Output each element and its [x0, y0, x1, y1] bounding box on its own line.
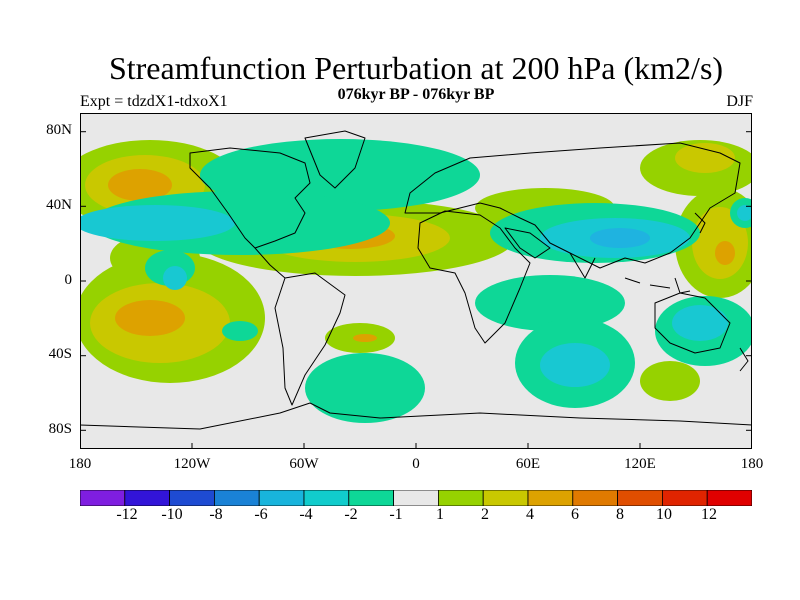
contour-strong-negative: [590, 228, 650, 248]
colorbar-swatch: [213, 490, 260, 506]
colorbar-swatch: [393, 490, 439, 506]
colorbar-swatch: [437, 490, 484, 506]
streamfunction-map: [80, 113, 752, 449]
experiment-label: Expt = tdzdX1-tdxoX1: [80, 93, 228, 110]
colorbar-label: -6: [254, 506, 268, 523]
lon-tick-label: 60E: [515, 456, 541, 472]
colorbar-label: -2: [344, 506, 358, 523]
lon-tick-label: 180: [68, 456, 92, 472]
axis-ticks: [80, 131, 752, 449]
colorbar-label: 1: [436, 506, 444, 523]
colorbar-label: 6: [571, 506, 579, 523]
colorbar-swatch: [169, 490, 215, 506]
lat-tick-label: 80S: [48, 421, 72, 437]
colorbar-swatch: [124, 490, 170, 506]
colorbar-swatch: [572, 490, 618, 506]
lon-tick-label: 180: [740, 456, 764, 472]
coastlines: [80, 130, 752, 430]
colorbar-swatch: [527, 490, 574, 506]
colorbar-label: -1: [389, 506, 403, 523]
plot-subtitle: 076kyr BP - 076kyr BP: [337, 86, 495, 103]
colorbar-swatch: [706, 490, 752, 506]
lat-tick-label: 40S: [48, 346, 72, 362]
colorbar-swatch: [258, 490, 305, 506]
colorbar-swatch: [348, 490, 394, 506]
colorbar-label: -10: [161, 506, 183, 523]
season-label: DJF: [726, 93, 753, 110]
plot-title: Streamfunction Perturbation at 200 hPa (…: [108, 50, 724, 86]
colorbar-label: -8: [209, 506, 223, 523]
colorbar-label: 8: [616, 506, 624, 523]
colorbar-label: -4: [299, 506, 313, 523]
lat-tick-label: 0: [64, 272, 73, 288]
lon-tick-label: 120E: [624, 456, 656, 472]
colorbar-label: 10: [656, 506, 672, 523]
lon-tick-label: 60W: [289, 456, 319, 472]
lat-tick-label: 80N: [46, 122, 72, 138]
colorbar-label: 4: [526, 506, 534, 523]
colorbar-swatch: [482, 490, 529, 506]
colorbar-label: 12: [701, 506, 717, 523]
colorbar-swatch: [662, 490, 708, 506]
colorbar: [80, 490, 752, 506]
colorbar-swatch: [303, 490, 350, 506]
colorbar-swatch: [80, 490, 126, 506]
colorbar-swatch: [617, 490, 663, 506]
lat-tick-label: 40N: [46, 197, 72, 213]
lon-tick-label: 0: [412, 456, 420, 472]
lon-tick-label: 120W: [173, 456, 211, 472]
colorbar-label: -12: [116, 506, 138, 523]
contour-mid-negative: [80, 205, 752, 387]
colorbar-label: 2: [481, 506, 489, 523]
